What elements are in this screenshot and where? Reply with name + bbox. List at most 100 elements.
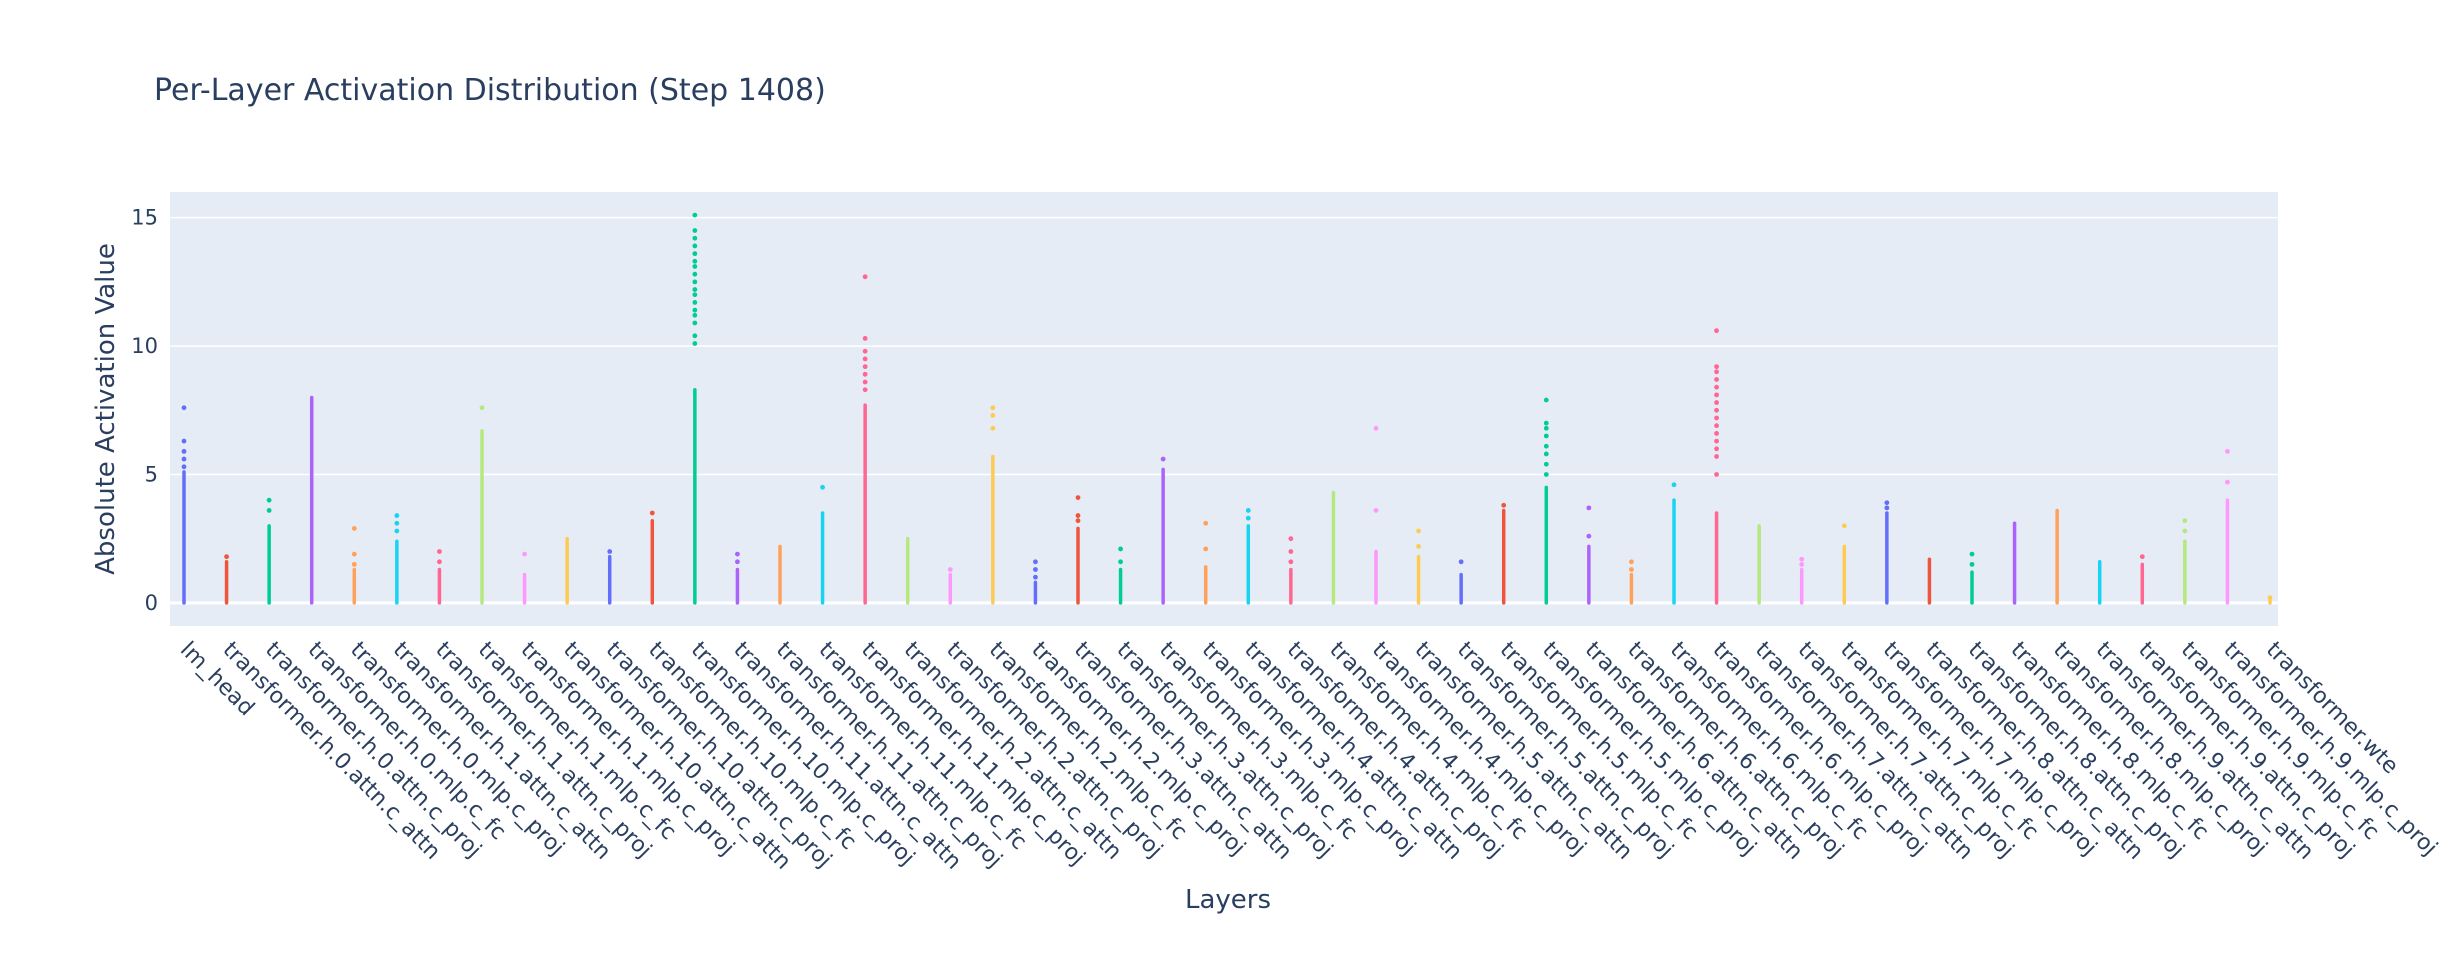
outlier-point <box>1714 438 1719 444</box>
outlier-point <box>692 271 698 277</box>
strip-35 <box>1671 482 1677 605</box>
outlier-point <box>1118 559 1123 565</box>
strip-4 <box>351 526 357 605</box>
outlier-point <box>1884 500 1890 506</box>
outlier-point <box>990 413 996 418</box>
strip-38 <box>1799 556 1805 605</box>
outlier-point <box>1033 559 1038 565</box>
outlier-point <box>1543 420 1549 426</box>
strip-13 <box>735 551 740 605</box>
strip-15 <box>820 484 825 605</box>
outlier-point <box>2267 595 2273 601</box>
outlier-point <box>1884 505 1890 511</box>
outlier-point <box>1714 392 1719 398</box>
outlier-point <box>1586 505 1592 511</box>
outlier-point <box>1714 364 1719 370</box>
plot-area <box>170 192 2278 626</box>
outlier-point <box>224 554 229 560</box>
outlier-point <box>1543 443 1549 449</box>
y-axis-ticks: 0 5 10 15 <box>131 206 158 615</box>
outlier-point <box>862 387 868 393</box>
outlier-point <box>266 497 272 503</box>
outlier-point <box>1416 528 1421 534</box>
outlier-point <box>692 287 698 292</box>
outlier-point <box>862 356 868 362</box>
outlier-point <box>394 528 400 534</box>
outlier-point <box>862 274 868 280</box>
outlier-point <box>820 484 825 490</box>
outlier-point <box>522 551 527 557</box>
y-axis-title: Absolute Activation Value <box>91 243 121 575</box>
strip-0 <box>181 405 187 605</box>
y-tick-label: 0 <box>145 591 158 615</box>
strip-31 <box>1501 502 1507 605</box>
outlier-point <box>394 520 400 526</box>
outlier-point <box>692 333 698 339</box>
outlier-point <box>1543 451 1549 457</box>
outlier-point <box>1373 508 1379 513</box>
strip-25 <box>1245 508 1251 605</box>
outlier-point <box>1416 543 1421 549</box>
strip-39 <box>1841 523 1847 605</box>
outlier-point <box>692 258 698 264</box>
outlier-point <box>1501 502 1507 508</box>
outlier-point <box>394 513 400 518</box>
y-tick-label: 15 <box>131 206 158 230</box>
outlier-point <box>1714 423 1719 429</box>
outlier-point <box>1714 328 1719 334</box>
outlier-point <box>735 551 740 557</box>
outlier-point <box>1586 533 1592 539</box>
strip-5 <box>394 513 400 605</box>
outlier-point <box>692 228 698 233</box>
strip-30 <box>1458 559 1464 605</box>
strip-49 <box>2267 595 2273 605</box>
outlier-point <box>1075 495 1081 500</box>
y-tick-label: 5 <box>145 462 158 486</box>
outlier-point <box>2182 528 2188 534</box>
strip-46 <box>2139 554 2145 605</box>
x-axis-ticks: lm_headtransformer.h.0.attn.c_attntransf… <box>175 637 2442 874</box>
outlier-point <box>1543 425 1549 431</box>
outlier-point <box>1118 546 1123 552</box>
outlier-point <box>2225 448 2230 454</box>
outlier-point <box>1714 415 1719 421</box>
outlier-point <box>181 448 187 454</box>
data-strips <box>181 212 2273 605</box>
strip-32 <box>1543 397 1549 605</box>
x-axis-title: Layers <box>1185 885 1271 915</box>
outlier-point <box>1714 369 1719 375</box>
strip-16 <box>862 274 868 605</box>
strip-48 <box>2225 448 2230 605</box>
outlier-point <box>1075 518 1081 524</box>
outlier-point <box>181 438 187 444</box>
outlier-point <box>692 300 698 305</box>
outlier-point <box>181 464 187 470</box>
outlier-point <box>1969 551 1975 557</box>
outlier-point <box>692 320 698 326</box>
strip-34 <box>1629 559 1634 605</box>
strip-11 <box>649 510 655 605</box>
outlier-point <box>1714 377 1719 382</box>
outlier-point <box>692 292 698 298</box>
outlier-point <box>1629 567 1634 572</box>
strip-24 <box>1203 520 1209 605</box>
strip-40 <box>1884 500 1890 605</box>
outlier-point <box>1245 515 1251 521</box>
strip-29 <box>1416 528 1421 605</box>
outlier-point <box>1714 472 1719 477</box>
strip-7 <box>479 405 485 605</box>
strip-12 <box>692 212 698 605</box>
outlier-point <box>1075 513 1081 518</box>
strip-2 <box>266 497 272 605</box>
outlier-point <box>692 243 698 249</box>
strip-21 <box>1075 495 1081 605</box>
outlier-point <box>1543 461 1549 467</box>
outlier-point <box>1714 454 1719 459</box>
strip-20 <box>1033 559 1038 605</box>
outlier-point <box>862 335 868 341</box>
outlier-point <box>692 279 698 285</box>
outlier-point <box>692 341 698 346</box>
strip-22 <box>1118 546 1123 605</box>
outlier-point <box>351 561 357 567</box>
